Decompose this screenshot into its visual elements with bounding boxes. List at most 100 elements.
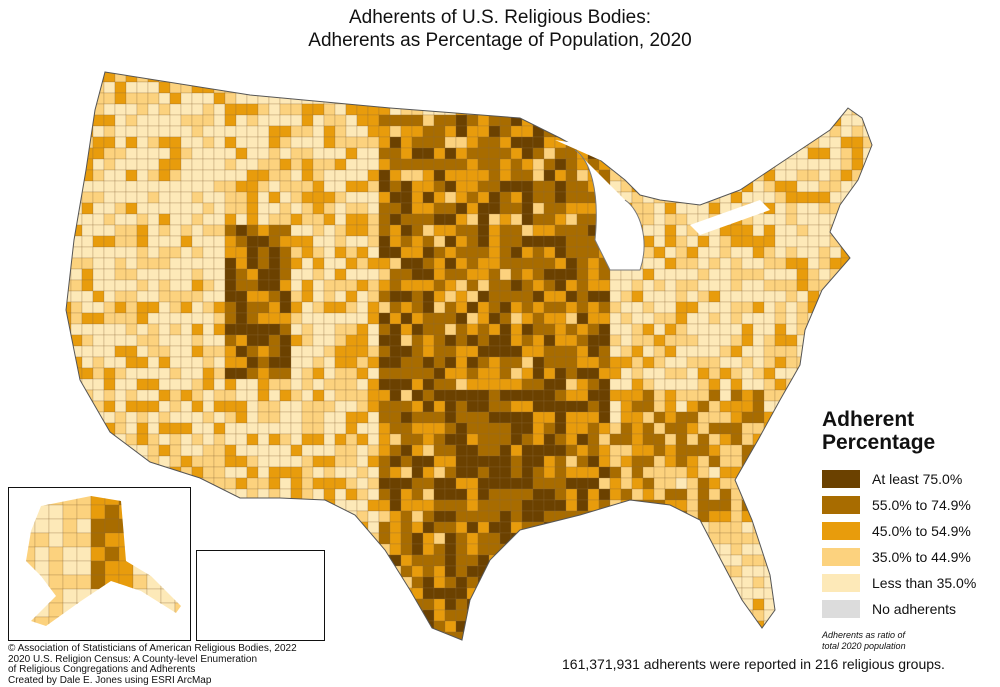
county-cell: [818, 81, 831, 94]
county-cell: [180, 103, 193, 116]
county-cell: [785, 235, 798, 248]
county-cell: [246, 455, 259, 468]
county-cell: [565, 268, 578, 281]
county-cell: [675, 345, 688, 358]
county-cell: [136, 411, 149, 424]
county-cell: [885, 181, 896, 192]
county-cell: [565, 587, 578, 600]
county-cell: [774, 114, 787, 127]
county-cell: [189, 575, 190, 589]
county-cell: [565, 334, 578, 347]
legend-label: 35.0% to 44.9%: [872, 549, 971, 565]
county-cell: [609, 312, 622, 325]
county-cell: [807, 598, 820, 611]
county-cell: [92, 455, 105, 468]
county-cell: [840, 334, 853, 347]
county-cell: [719, 499, 732, 512]
county-cell: [775, 643, 786, 654]
county-cell: [180, 125, 193, 138]
county-cell: [92, 246, 105, 259]
county-cell: [246, 103, 259, 116]
county-cell: [719, 455, 732, 468]
county-cell: [664, 411, 677, 424]
county-cell: [565, 477, 578, 490]
county-cell: [202, 411, 215, 424]
county-cell: [796, 433, 809, 446]
county-cell: [389, 92, 402, 105]
county-cell: [763, 631, 776, 640]
county-cell: [840, 136, 853, 149]
county-cell: [81, 246, 94, 259]
county-cell: [378, 389, 391, 402]
county-cell: [268, 191, 281, 204]
county-cell: [169, 213, 182, 226]
county-cell: [752, 510, 765, 523]
county-cell: [686, 455, 699, 468]
county-cell: [554, 301, 567, 314]
county-cell: [389, 136, 402, 149]
county-cell: [147, 246, 160, 259]
county-cell: [202, 466, 215, 479]
county-cell: [807, 609, 820, 622]
county-cell: [389, 191, 402, 204]
county-cell: [268, 81, 281, 94]
county-cell: [455, 488, 468, 501]
county-cell: [840, 389, 853, 402]
county-cell: [609, 268, 622, 281]
county-cell: [796, 279, 809, 292]
county-cell: [609, 411, 622, 424]
county-cell: [467, 643, 478, 654]
county-cell: [103, 191, 116, 204]
county-cell: [774, 246, 787, 259]
county-cell: [444, 565, 457, 578]
county-cell: [213, 235, 226, 248]
county-cell: [334, 488, 347, 501]
county-cell: [521, 279, 534, 292]
county-cell: [554, 290, 567, 303]
county-cell: [114, 312, 127, 325]
county-cell: [257, 202, 270, 215]
county-cell: [257, 290, 270, 303]
county-cell: [455, 312, 468, 325]
county-cell: [257, 301, 270, 314]
county-cell: [808, 643, 819, 654]
county-cell: [180, 191, 193, 204]
county-cell: [609, 466, 622, 479]
county-cell: [642, 587, 655, 600]
county-cell: [202, 477, 215, 490]
county-cell: [730, 631, 743, 640]
county-cell: [830, 60, 841, 71]
county-cell: [92, 378, 105, 391]
county-cell: [763, 411, 776, 424]
county-cell: [774, 378, 787, 391]
county-cell: [796, 532, 809, 545]
county-cell: [587, 532, 600, 545]
county-cell: [555, 60, 566, 71]
county-cell: [642, 312, 655, 325]
county-cell: [367, 609, 380, 622]
county-cell: [213, 433, 226, 446]
county-cell: [224, 477, 237, 490]
county-cell: [796, 411, 809, 424]
county-cell: [136, 334, 149, 347]
county-cell: [146, 518, 162, 534]
county-cell: [774, 147, 787, 160]
county-cell: [664, 103, 677, 116]
county-cell: [785, 125, 798, 138]
county-cell: [708, 521, 721, 534]
county-cell: [840, 81, 853, 94]
county-cell: [510, 224, 523, 237]
county-cell: [312, 180, 325, 193]
county-cell: [818, 389, 831, 402]
county-cell: [268, 477, 281, 490]
county-cell: [290, 312, 303, 325]
county-cell: [455, 301, 468, 314]
county-cell: [554, 499, 567, 512]
county-cell: [554, 587, 567, 600]
county-cell: [697, 411, 710, 424]
county-cell: [233, 598, 241, 606]
county-cell: [609, 114, 622, 127]
county-cell: [510, 334, 523, 347]
county-cell: [752, 543, 765, 556]
county-cell: [411, 235, 424, 248]
